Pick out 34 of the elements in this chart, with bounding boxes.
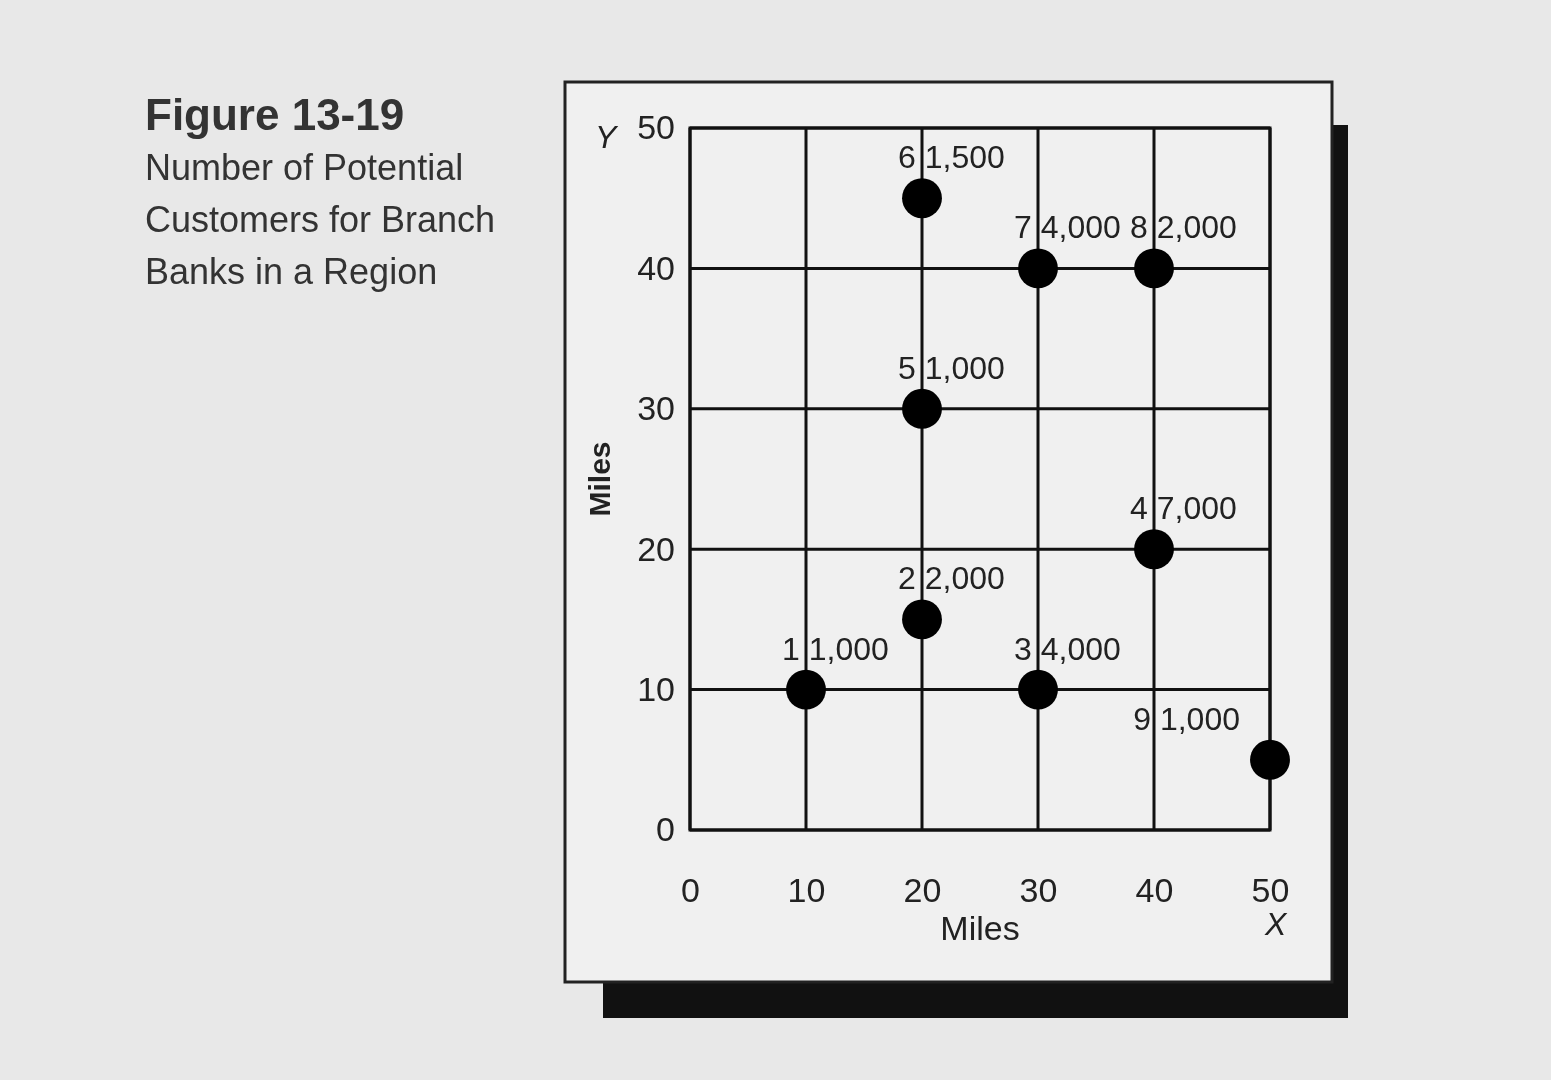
annotation: 9 1,000 [1133,700,1240,737]
x-tick-label: 20 [903,871,942,910]
y-tick-label: 20 [637,529,675,568]
x-tick-label: 40 [1135,871,1174,910]
point [1134,248,1174,289]
point [786,669,826,710]
point [1134,529,1174,570]
point [1018,669,1058,710]
annotation: 7 4,000 [1014,209,1121,246]
point [902,599,942,640]
point [1018,248,1058,289]
x-tick-label: 0 [681,871,700,910]
annotation: 3 4,000 [1014,630,1121,667]
text: Y [595,119,619,155]
x-axis-title: Miles [940,909,1020,947]
y-axis-title: Miles [583,441,616,517]
annotation: 2 2,000 [898,560,1005,597]
annotation: 4 7,000 [1130,490,1237,527]
point [1250,739,1290,780]
point [902,388,942,429]
y-tick-label: 50 [637,108,675,147]
y-tick-label: 30 [637,389,675,428]
x-tick-label: 30 [1019,871,1058,910]
x-tick-label: 10 [787,871,826,910]
text: Figure 13-19 [145,90,405,139]
annotation: 8 2,000 [1130,209,1237,246]
point [902,178,942,219]
y-tick-label: 40 [637,248,675,287]
y-tick-label: 10 [637,669,675,708]
y-tick-label: 0 [656,810,675,849]
text: Number of Potential Customers for Branch Banks in a Region [145,147,496,292]
annotation: 1 1,000 [782,630,889,667]
annotation: 6 1,500 [898,139,1005,176]
annotation: 5 1,000 [898,349,1005,386]
